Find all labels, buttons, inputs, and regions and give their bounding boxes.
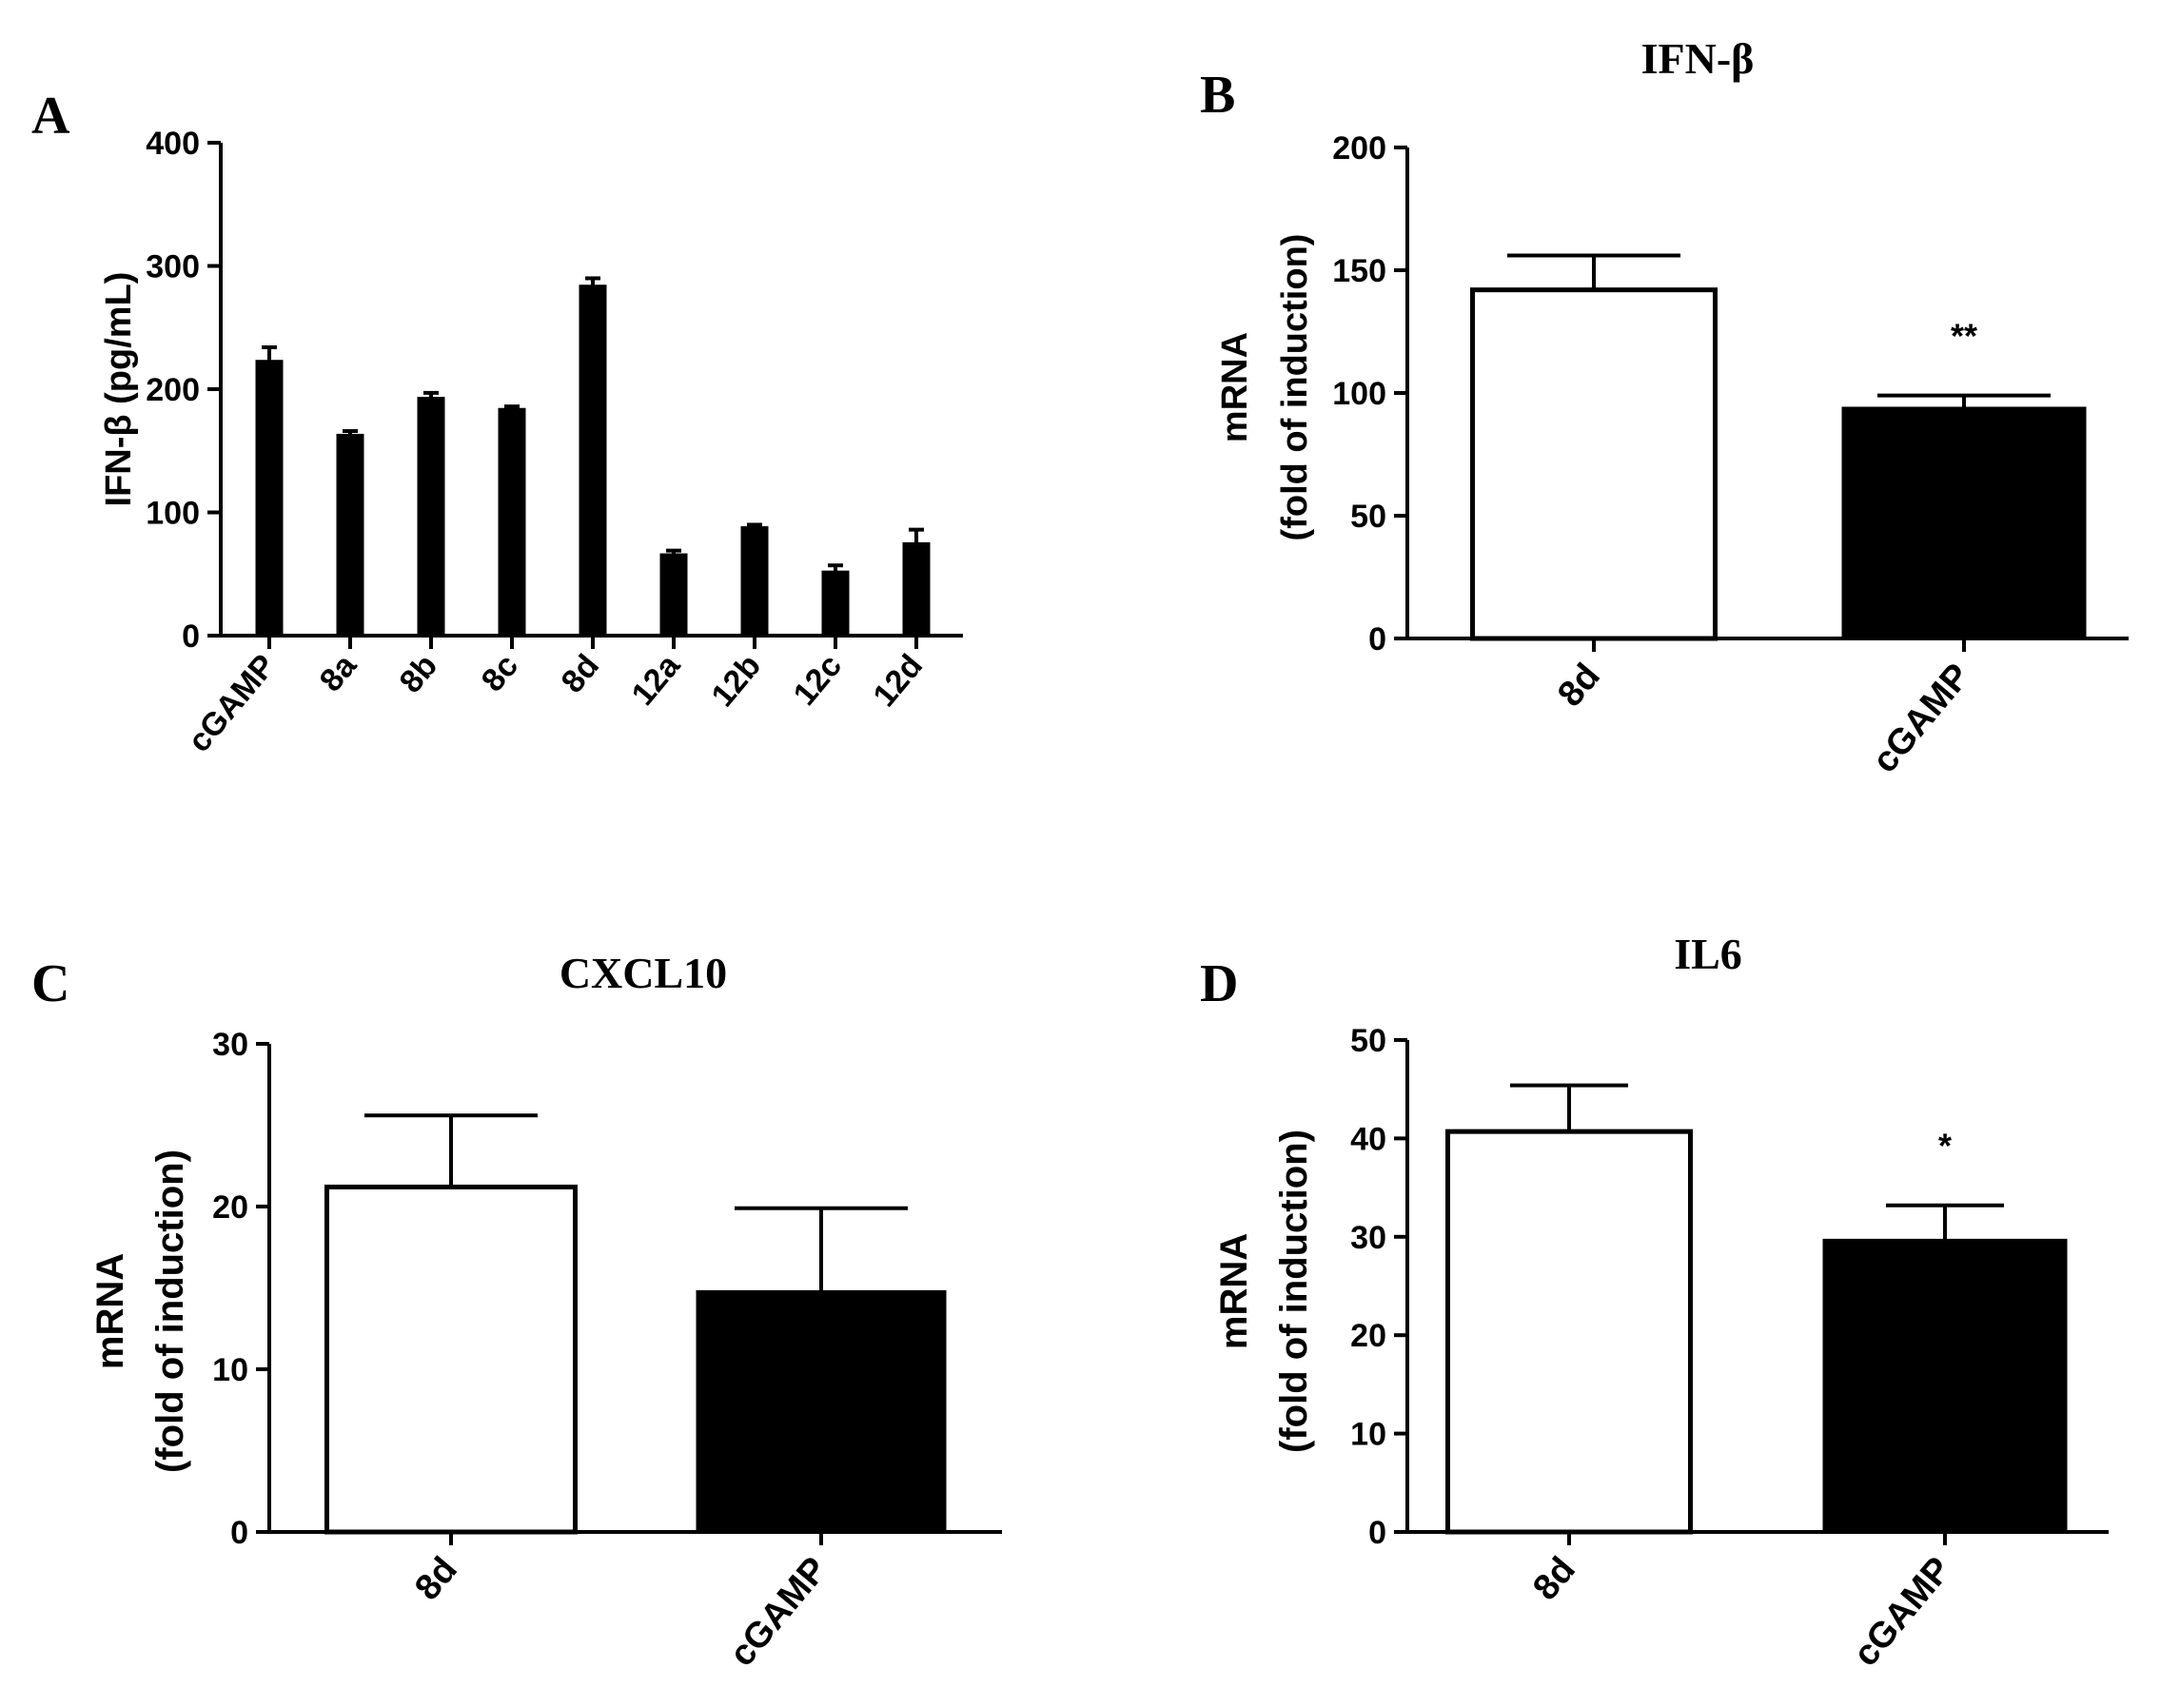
y-tick-label: 200 (146, 372, 200, 408)
bar-8d (1445, 1129, 1693, 1535)
significance-marker: ** (1951, 317, 1977, 356)
significance-marker: * (1938, 1127, 1952, 1166)
panel-letter: A (31, 87, 70, 146)
panel-letter: B (1200, 66, 1235, 125)
panel-b: B IFN-β 0 50 100 150 200 mRNA (fold of inducti… (1200, 34, 2129, 780)
bar-8c (498, 407, 526, 637)
y-tick-label: 0 (1368, 1515, 1386, 1551)
y-tick-label: 50 (1350, 1023, 1386, 1059)
panel-d: D IL6 0 10 20 30 40 50 mRNA (fold of induction)… (1200, 930, 2109, 1674)
bar-cgamp (1822, 1238, 2068, 1533)
bar-cgamp (1841, 406, 2087, 640)
x-tick-label: cGAMP (1865, 657, 1978, 781)
x-tick-label: 12d (866, 648, 930, 714)
panel-c: C CXCL10 0 10 20 30 mRNA (fold of induction) 8… (31, 949, 1002, 1674)
bar-8d (324, 1184, 578, 1535)
y-tick-label: 10 (1350, 1417, 1386, 1453)
bar-8a (336, 433, 364, 638)
y-tick-label: 20 (1350, 1318, 1386, 1354)
x-tick-label: cGAMP (181, 648, 283, 759)
bar-cgamp (255, 360, 284, 637)
panel-a: A 0 100 200 300 400 IFN-β (pg/mL) cGAMP 8a 8b 8c 8… (31, 87, 963, 759)
y-tick-label: 400 (146, 126, 200, 162)
chart-title: IL6 (1674, 930, 1742, 978)
y-tick-label: 30 (1350, 1220, 1386, 1256)
y-tick-label: 0 (230, 1515, 248, 1551)
chart-title: CXCL10 (560, 949, 727, 997)
x-tick-label: 8d (1550, 657, 1608, 715)
bar-12b (740, 526, 769, 637)
y-axis-label-secondary: (fold of induction) (1275, 234, 1315, 541)
y-tick-label: 50 (1350, 499, 1386, 535)
x-tick-label: 8d (407, 1550, 465, 1608)
panel-letter: C (31, 954, 69, 1013)
bar-8d (579, 285, 607, 637)
y-axis-label: mRNA (1213, 1233, 1255, 1349)
y-axis-label: IFN-β (pg/mL) (99, 272, 139, 507)
y-tick-label: 100 (1332, 376, 1386, 412)
y-tick-label: 200 (1332, 130, 1386, 167)
bar-8b (417, 397, 445, 637)
x-tick-label: cGAMP (722, 1550, 835, 1675)
x-tick-label: 12a (625, 647, 688, 713)
y-axis-label-secondary: (fold of induction) (149, 1149, 191, 1473)
bar-8d (1470, 287, 1718, 641)
x-tick-label: 8c (475, 648, 525, 698)
y-axis-label-secondary: (fold of induction) (1273, 1129, 1315, 1453)
x-tick-label: 8d (1525, 1550, 1583, 1608)
x-tick-label: 12b (704, 648, 768, 714)
bar-12a (659, 553, 688, 638)
x-tick-label: 8a (313, 647, 364, 698)
panel-letter: D (1200, 954, 1238, 1013)
y-tick-label: 30 (212, 1027, 248, 1063)
bar-12c (821, 570, 850, 637)
bar-cgamp (696, 1289, 947, 1534)
x-tick-label: 8d (555, 648, 607, 700)
y-axis-label: mRNA (1215, 332, 1255, 442)
y-tick-label: 0 (1368, 621, 1386, 658)
y-tick-label: 300 (146, 249, 200, 285)
x-tick-label: cGAMP (1846, 1550, 1959, 1675)
y-tick-label: 40 (1350, 1121, 1386, 1157)
y-tick-label: 100 (146, 496, 200, 532)
y-tick-label: 0 (182, 618, 200, 655)
chart-title: IFN-β (1641, 34, 1755, 83)
y-tick-label: 10 (212, 1352, 248, 1388)
bar-12d (902, 541, 931, 637)
x-tick-label: 12c (787, 648, 850, 713)
y-tick-label: 20 (212, 1189, 248, 1226)
y-tick-label: 150 (1332, 253, 1386, 289)
x-tick-label: 8b (393, 648, 445, 700)
y-axis-label: mRNA (89, 1253, 131, 1369)
